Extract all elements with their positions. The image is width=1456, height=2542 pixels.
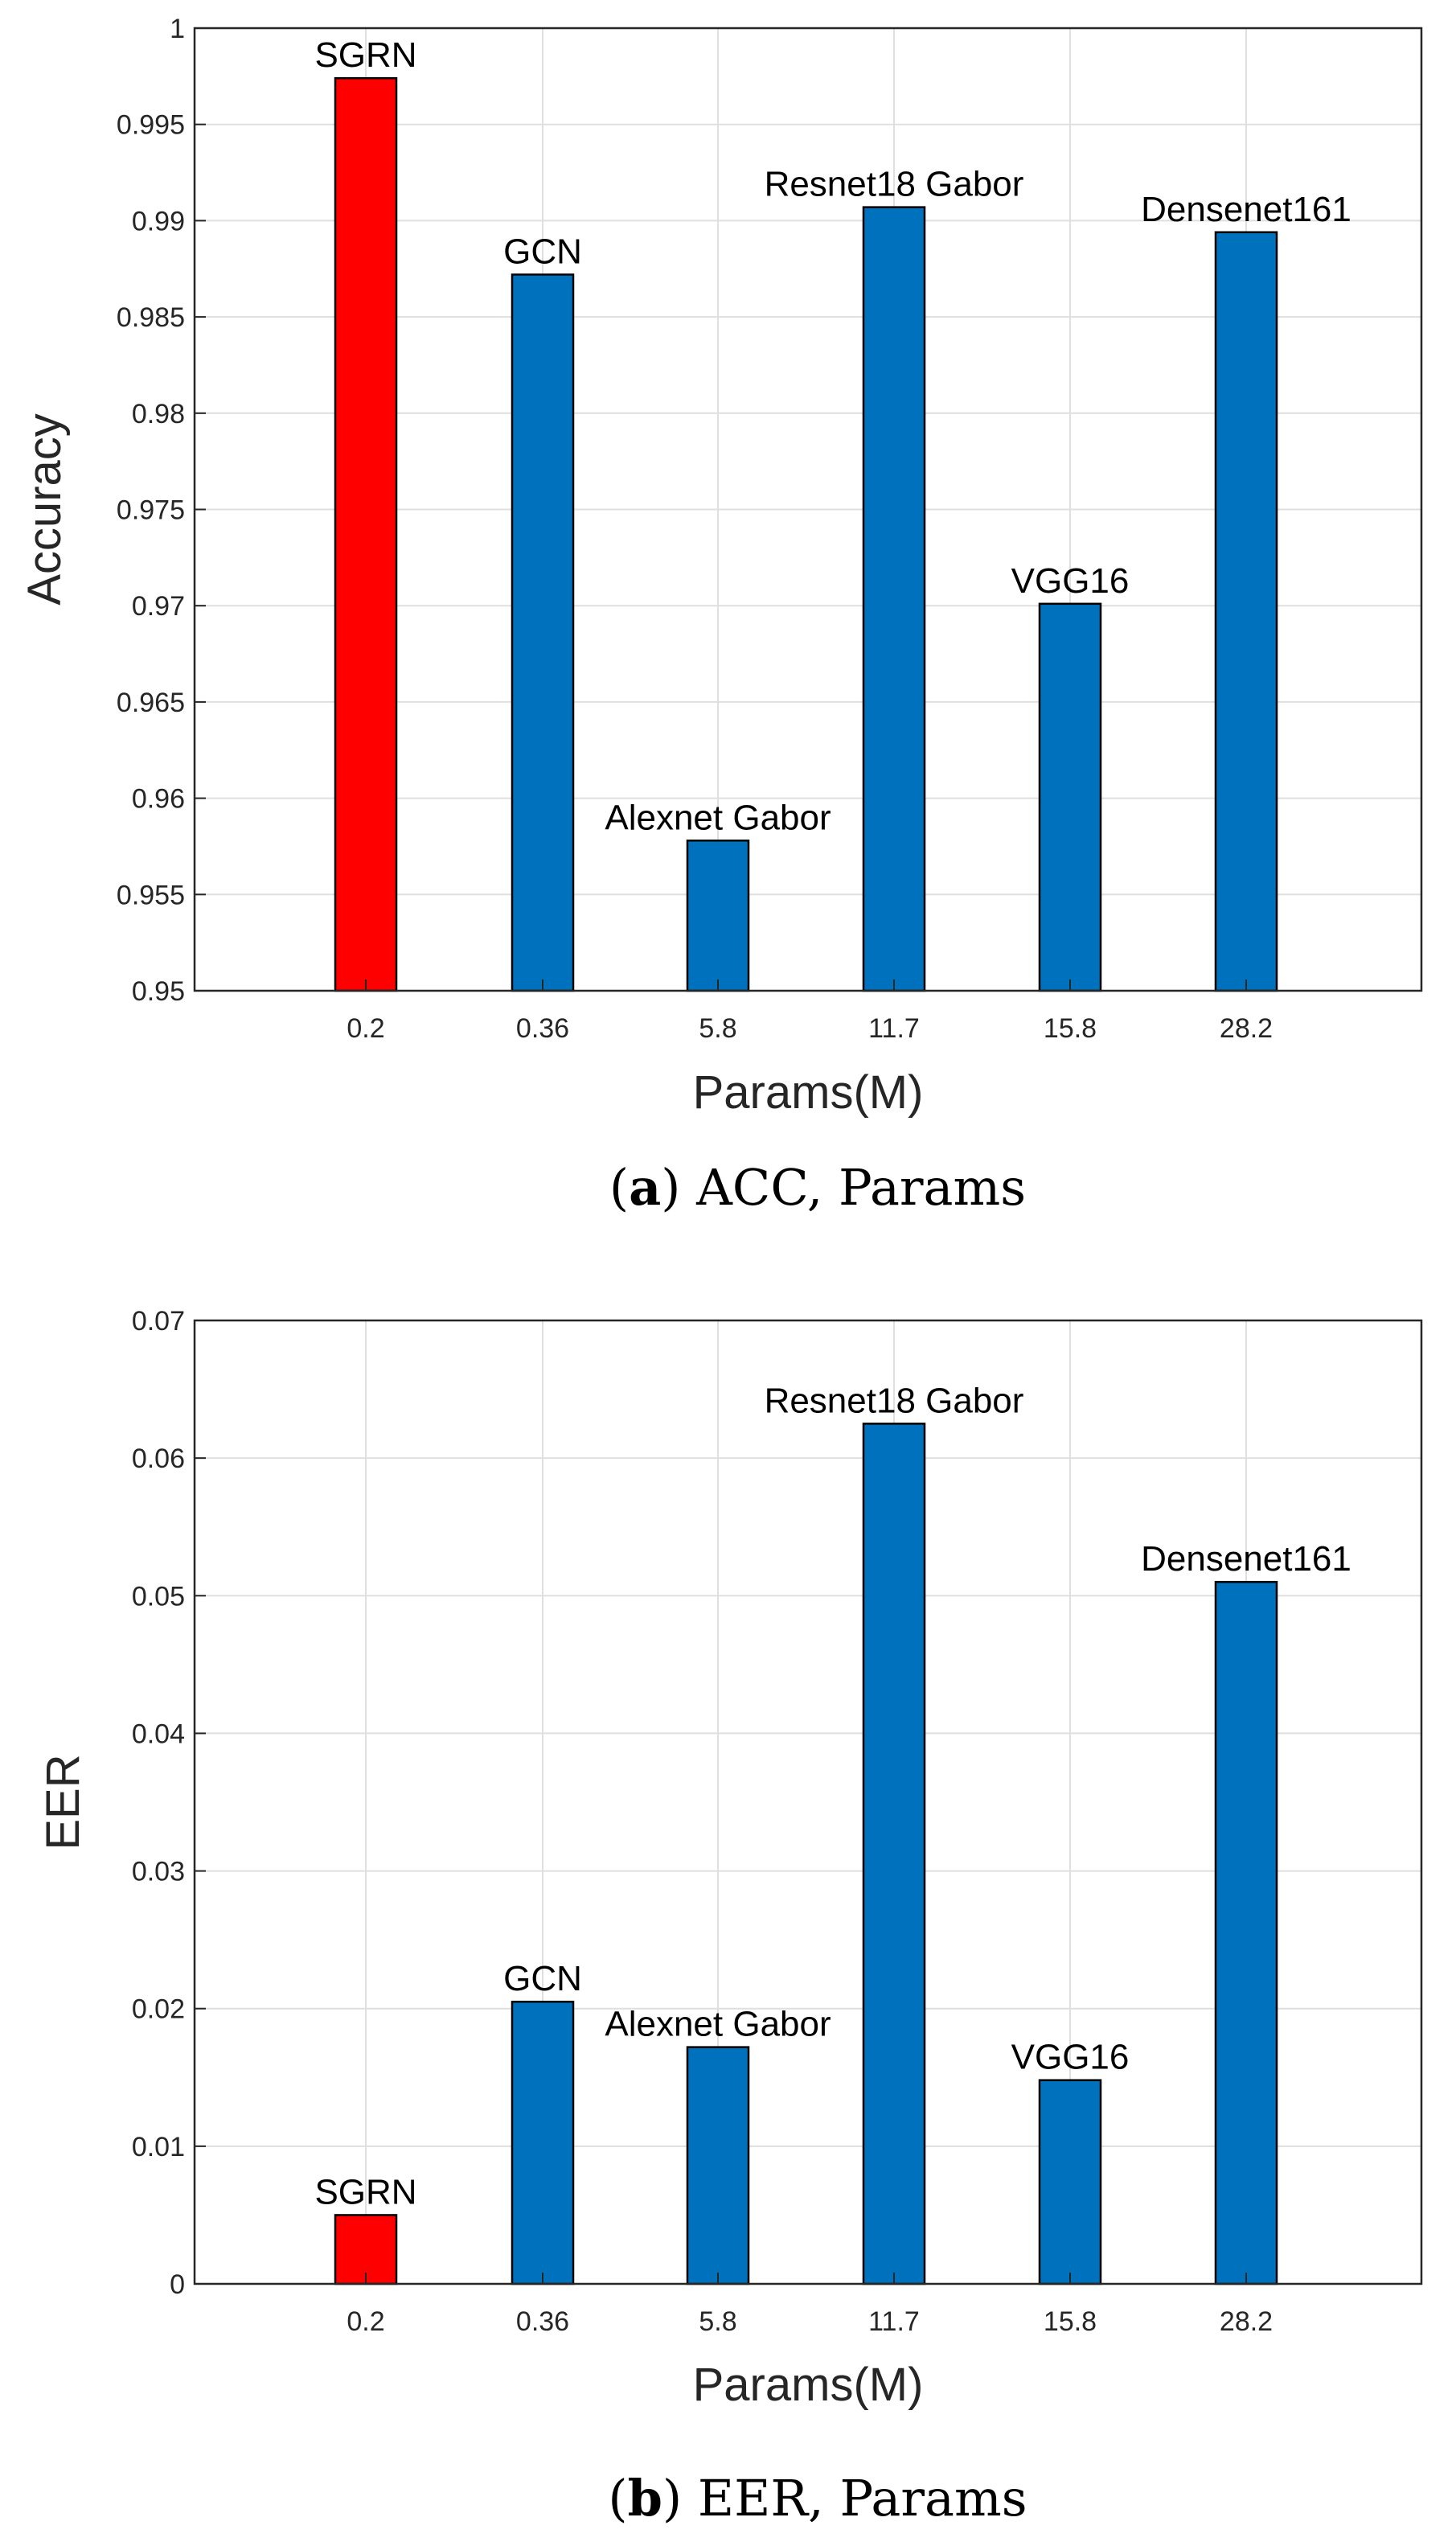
bar-data-label: Densenet161: [1141, 190, 1351, 229]
accuracy-chart: 0.95 0.955 0.96 0.965 0.97 0.975 0.98 0.985 0.99…: [18, 14, 1423, 1119]
y-tick-label: 0.95: [132, 976, 185, 1007]
caption-a-text: ACC, Params: [695, 1158, 1026, 1217]
y-tick-label: 0.97: [132, 591, 185, 622]
y-tick-label: 0.96: [132, 784, 185, 815]
x-tick-label: 15.8: [1044, 2306, 1097, 2337]
y-tick-label: 0.03: [132, 1857, 185, 1887]
x-tick-label: 11.7: [868, 2306, 920, 2337]
y-tick-label: 0.975: [117, 495, 185, 526]
eer-chart: 0 0.01 0.02 0.03 0.04 0.05 0.06 0.07 SGRN GCN Alex…: [37, 1306, 1423, 2411]
bar-gcn: [511, 2000, 575, 2285]
x-tick-label: 28.2: [1220, 2306, 1273, 2337]
caption-b-letter: b: [628, 2469, 662, 2528]
bar-data-label: Alexnet Gabor: [605, 2005, 831, 2044]
x-tick-label: 0.2: [347, 1013, 384, 1044]
bar-data-label: Alexnet Gabor: [605, 798, 831, 837]
bar-data-label: GCN: [503, 232, 582, 271]
bar-data-label: SGRN: [314, 35, 416, 75]
bar-densenet161: [1214, 231, 1278, 992]
bar-data-label: GCN: [503, 1959, 582, 1998]
y-tick-label: 0.05: [132, 1581, 185, 1612]
bar-sgrn: [334, 2214, 398, 2285]
y-axis-title: EER: [37, 1754, 89, 1850]
caption-b-text: EER, Params: [698, 2469, 1027, 2528]
y-tick-label: 0.965: [117, 688, 185, 718]
axes-frame: [193, 27, 1423, 992]
y-axis-title: Accuracy: [18, 413, 71, 606]
x-tick-label: 11.7: [868, 1013, 920, 1044]
bar-alexnet-gabor: [686, 840, 750, 992]
y-tick-label: 0.01: [132, 2132, 185, 2162]
bar-gcn: [511, 273, 575, 992]
y-tick-label: 0.07: [132, 1306, 185, 1337]
caption-a-letter: a: [629, 1158, 661, 1217]
caption-b: (b) EER, Params: [608, 2469, 1027, 2528]
bar-data-label: SGRN: [314, 2172, 416, 2211]
x-tick-label: 28.2: [1220, 1013, 1273, 1044]
x-tick-label: 0.36: [516, 2306, 569, 2337]
bar-data-label: VGG16: [1011, 2038, 1130, 2077]
x-tick-label: 0.36: [516, 1013, 569, 1044]
caption-a: (a) ACC, Params: [609, 1158, 1026, 1217]
bar-data-label: Densenet161: [1141, 1539, 1351, 1579]
y-tick-label: 0.99: [132, 206, 185, 236]
x-tick-label: 5.8: [699, 2306, 736, 2337]
x-tick-label: 15.8: [1044, 1013, 1097, 1044]
y-tick-label: 0: [170, 2269, 185, 2300]
x-tick-label: 0.2: [347, 2306, 384, 2337]
x-tick-label: 5.8: [699, 1013, 736, 1044]
x-axis-title: Params(M): [693, 1066, 924, 1119]
y-tick-label: 0.955: [117, 880, 185, 910]
bar-resnet18-gabor: [862, 206, 926, 992]
bar-alexnet-gabor: [686, 2046, 750, 2285]
bar-data-label: VGG16: [1011, 561, 1130, 601]
bar-vgg16: [1038, 2079, 1102, 2285]
y-tick-label: 0.985: [117, 302, 185, 333]
y-tick-label: 0.98: [132, 399, 185, 429]
y-tick-label: 1: [170, 14, 185, 44]
bar-resnet18-gabor: [862, 1423, 926, 2285]
bar-data-label: Resnet18 Gabor: [765, 1381, 1024, 1420]
y-tick-label: 0.02: [132, 1994, 185, 2025]
y-tick-label: 0.995: [117, 110, 185, 141]
y-tick-label: 0.06: [132, 1443, 185, 1474]
bar-sgrn: [334, 76, 398, 992]
bar-data-label: Resnet18 Gabor: [765, 165, 1024, 204]
axes-frame: [193, 1319, 1423, 2285]
y-tick-label: 0.04: [132, 1719, 185, 1749]
bar-vgg16: [1038, 602, 1102, 992]
x-axis-title: Params(M): [693, 2359, 924, 2411]
bar-densenet161: [1214, 1580, 1278, 2285]
